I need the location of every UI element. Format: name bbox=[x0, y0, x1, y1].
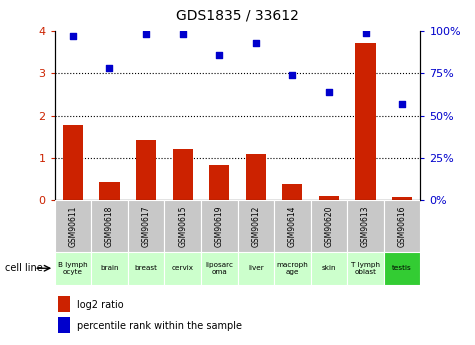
Point bbox=[362, 30, 370, 36]
Bar bbox=[201, 200, 238, 252]
Text: GSM90618: GSM90618 bbox=[105, 205, 114, 247]
Text: GSM90612: GSM90612 bbox=[251, 205, 260, 247]
Point bbox=[252, 40, 259, 46]
Text: GSM90614: GSM90614 bbox=[288, 205, 297, 247]
Text: GDS1835 / 33612: GDS1835 / 33612 bbox=[176, 9, 299, 23]
Bar bbox=[55, 200, 91, 252]
Bar bbox=[274, 252, 311, 285]
Bar bbox=[63, 125, 83, 200]
Text: liver: liver bbox=[248, 265, 264, 271]
Text: GSM90613: GSM90613 bbox=[361, 205, 370, 247]
Point bbox=[179, 32, 186, 37]
Bar bbox=[384, 252, 420, 285]
Text: T lymph
oblast: T lymph oblast bbox=[351, 262, 380, 275]
Bar bbox=[58, 317, 70, 333]
Bar bbox=[209, 166, 229, 200]
Text: breast: breast bbox=[134, 265, 158, 271]
Text: cervix: cervix bbox=[171, 265, 194, 271]
Bar bbox=[319, 196, 339, 200]
Bar bbox=[91, 200, 128, 252]
Text: GSM90619: GSM90619 bbox=[215, 205, 224, 247]
Text: testis: testis bbox=[392, 265, 412, 271]
Bar bbox=[384, 200, 420, 252]
Text: GSM90611: GSM90611 bbox=[68, 205, 77, 247]
Bar bbox=[58, 296, 70, 313]
Bar bbox=[282, 184, 303, 200]
Bar bbox=[136, 140, 156, 200]
Text: GSM90620: GSM90620 bbox=[324, 205, 333, 247]
Bar bbox=[311, 252, 347, 285]
Bar bbox=[128, 252, 164, 285]
Bar bbox=[347, 252, 384, 285]
Bar bbox=[238, 200, 274, 252]
Text: brain: brain bbox=[100, 265, 119, 271]
Text: GSM90616: GSM90616 bbox=[398, 205, 407, 247]
Bar bbox=[164, 200, 201, 252]
Bar bbox=[99, 183, 120, 200]
Bar bbox=[238, 252, 274, 285]
Bar bbox=[201, 252, 238, 285]
Text: GSM90615: GSM90615 bbox=[178, 205, 187, 247]
Bar bbox=[246, 155, 266, 200]
Bar bbox=[311, 200, 347, 252]
Point bbox=[325, 89, 332, 95]
Text: GSM90617: GSM90617 bbox=[142, 205, 151, 247]
Bar bbox=[347, 200, 384, 252]
Bar bbox=[91, 252, 128, 285]
Text: cell line: cell line bbox=[5, 263, 42, 273]
Text: macroph
age: macroph age bbox=[276, 262, 308, 275]
Text: skin: skin bbox=[322, 265, 336, 271]
Point bbox=[105, 66, 113, 71]
Bar bbox=[392, 197, 412, 200]
Point bbox=[289, 72, 296, 78]
Bar bbox=[172, 149, 193, 200]
Bar bbox=[274, 200, 311, 252]
Text: liposarc
oma: liposarc oma bbox=[205, 262, 233, 275]
Point bbox=[142, 32, 150, 37]
Bar bbox=[128, 200, 164, 252]
Text: percentile rank within the sample: percentile rank within the sample bbox=[77, 321, 242, 331]
Bar bbox=[355, 43, 376, 200]
Bar bbox=[164, 252, 201, 285]
Text: B lymph
ocyte: B lymph ocyte bbox=[58, 262, 88, 275]
Point bbox=[398, 101, 406, 107]
Text: log2 ratio: log2 ratio bbox=[77, 299, 124, 309]
Point bbox=[216, 52, 223, 58]
Bar bbox=[55, 252, 91, 285]
Point bbox=[69, 33, 77, 39]
